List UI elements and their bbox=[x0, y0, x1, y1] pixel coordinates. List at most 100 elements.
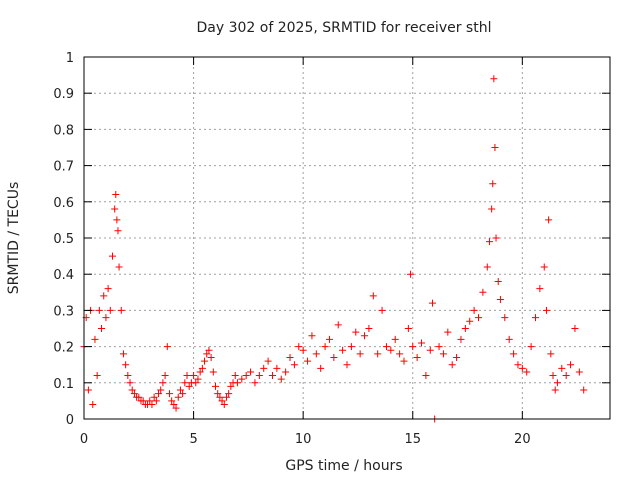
data-point bbox=[95, 306, 103, 314]
data-point bbox=[172, 404, 180, 412]
data-point bbox=[448, 361, 456, 369]
data-point bbox=[317, 364, 325, 372]
x-tick-label: 0 bbox=[80, 432, 88, 447]
data-point bbox=[273, 364, 281, 372]
data-point bbox=[404, 325, 412, 332]
data-series bbox=[80, 75, 588, 423]
data-point bbox=[330, 353, 338, 361]
data-point bbox=[290, 361, 298, 369]
data-point bbox=[163, 343, 171, 351]
data-point bbox=[277, 375, 285, 383]
data-point bbox=[518, 364, 526, 372]
data-point bbox=[551, 386, 559, 394]
data-point bbox=[453, 353, 461, 361]
data-point bbox=[396, 350, 404, 358]
data-point bbox=[282, 368, 290, 376]
data-point bbox=[374, 350, 382, 358]
data-point bbox=[159, 379, 167, 387]
data-point bbox=[483, 263, 491, 271]
data-point bbox=[470, 306, 478, 314]
y-tick-label: 0 bbox=[66, 413, 74, 428]
x-tick-label: 5 bbox=[189, 432, 197, 447]
data-point bbox=[231, 372, 239, 380]
data-point bbox=[527, 343, 535, 351]
x-tick-label: 15 bbox=[404, 432, 421, 447]
y-tick-label: 0.7 bbox=[53, 160, 74, 175]
data-point bbox=[428, 299, 436, 307]
data-point bbox=[190, 372, 198, 380]
data-point bbox=[198, 364, 206, 372]
data-point bbox=[571, 325, 579, 332]
data-point bbox=[205, 346, 213, 354]
y-tick-label: 0.9 bbox=[53, 87, 74, 102]
data-point bbox=[264, 357, 272, 365]
data-point bbox=[212, 382, 219, 390]
data-point bbox=[488, 205, 496, 213]
data-point bbox=[387, 346, 395, 354]
data-point bbox=[146, 397, 154, 405]
data-point bbox=[540, 263, 548, 271]
data-point bbox=[295, 343, 303, 351]
data-point bbox=[227, 382, 235, 390]
data-point bbox=[439, 350, 447, 358]
chart-title: Day 302 of 2025, SRMTID for receiver sth… bbox=[197, 20, 492, 36]
data-point bbox=[115, 263, 123, 271]
data-point bbox=[531, 314, 539, 322]
data-point bbox=[378, 306, 386, 314]
data-point bbox=[505, 335, 513, 343]
data-point bbox=[218, 397, 226, 405]
data-point bbox=[122, 361, 130, 369]
data-point bbox=[409, 343, 417, 351]
data-point bbox=[126, 379, 134, 387]
x-tick-label: 10 bbox=[295, 432, 312, 447]
data-point bbox=[222, 393, 230, 401]
data-point bbox=[216, 393, 224, 401]
data-point bbox=[347, 343, 355, 351]
data-point bbox=[510, 350, 518, 358]
data-point bbox=[98, 325, 106, 332]
data-point bbox=[176, 386, 184, 394]
data-point bbox=[485, 238, 493, 246]
data-point bbox=[545, 216, 553, 224]
data-point bbox=[192, 379, 200, 387]
grid bbox=[84, 57, 610, 419]
data-point bbox=[490, 75, 498, 83]
data-point bbox=[157, 386, 165, 394]
data-point bbox=[181, 379, 189, 387]
data-point bbox=[260, 364, 268, 372]
data-point bbox=[247, 368, 255, 376]
data-point bbox=[91, 335, 99, 343]
y-tick-label: 0.4 bbox=[53, 268, 74, 283]
y-tick-label: 0.8 bbox=[53, 123, 74, 138]
data-point bbox=[365, 325, 373, 332]
data-point bbox=[113, 216, 121, 224]
data-point bbox=[119, 350, 127, 358]
data-point bbox=[444, 328, 452, 336]
x-tick-labels: 0 5 10 15 20 bbox=[80, 432, 531, 447]
data-point bbox=[233, 379, 241, 387]
data-point bbox=[514, 361, 522, 369]
data-point bbox=[536, 285, 544, 293]
data-point bbox=[203, 350, 211, 358]
data-point bbox=[168, 397, 176, 405]
data-point bbox=[286, 353, 294, 361]
data-point bbox=[321, 343, 329, 351]
data-point bbox=[466, 317, 474, 325]
data-point bbox=[479, 288, 487, 296]
data-point bbox=[553, 379, 561, 387]
data-point bbox=[106, 306, 114, 314]
data-point bbox=[165, 390, 173, 398]
data-point bbox=[93, 372, 101, 380]
data-point bbox=[356, 350, 364, 358]
data-point bbox=[268, 372, 276, 380]
data-point bbox=[170, 401, 178, 409]
data-point bbox=[194, 375, 202, 383]
y-tick-label: 0.3 bbox=[53, 304, 74, 319]
data-point bbox=[220, 401, 228, 409]
data-point bbox=[152, 397, 160, 405]
data-point bbox=[501, 314, 509, 322]
data-point bbox=[549, 372, 557, 380]
data-point bbox=[100, 292, 108, 300]
data-point bbox=[334, 321, 342, 329]
